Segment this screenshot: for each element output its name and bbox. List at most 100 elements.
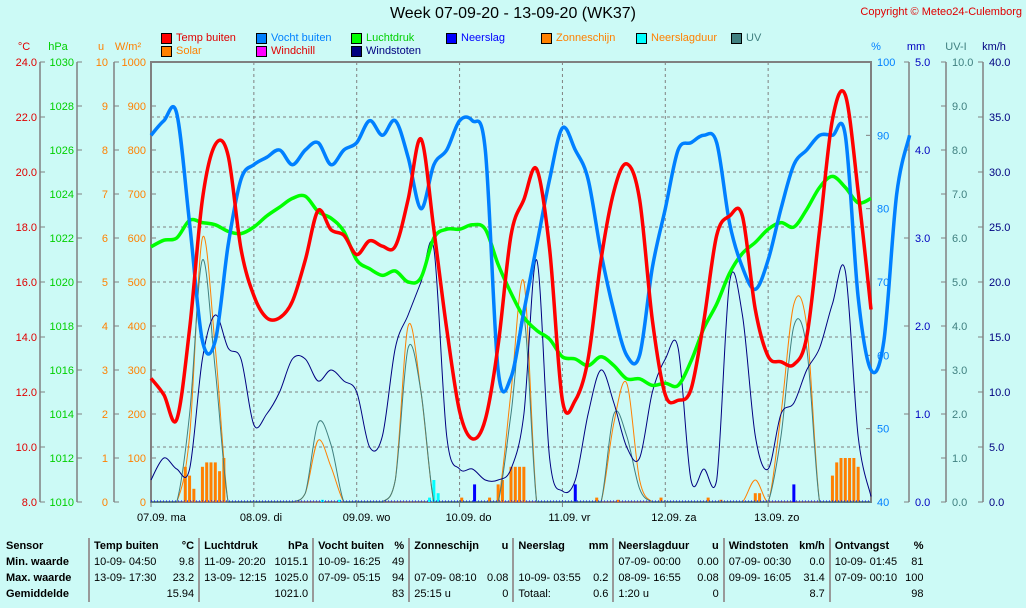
stats-cell-time: 10-09- 03:55 [518,572,581,584]
legend-swatch [161,45,172,57]
axis-tick-label: 6.0 [952,233,967,245]
axis-tick-label: 3 [102,365,108,377]
stats-cell-value [483,554,513,570]
stats-cell-time: 25:15 u [414,588,451,600]
bar-zonneschijn [496,484,500,502]
stats-cell-value: 0.08 [486,572,509,584]
axis-tick-label: 12.0 [16,387,37,399]
bar-zonneschijn [209,462,213,502]
stats-cell-time: 11-09- 20:20 [204,556,266,568]
stats-cell-value: 1015.1 [274,556,309,568]
legend-label: Zonneschijn [556,32,616,44]
axis-tick-label: 9 [102,101,108,113]
legend-swatch [446,32,457,44]
axis-unit-label: u [98,41,104,53]
axis-tick-label: 1030 [50,57,74,69]
bar-neerslagduur [432,480,436,502]
series-line-uv [151,259,871,503]
bar-zonneschijn [460,497,464,502]
legend-label: Windchill [271,45,316,57]
axis-tick-label: 80 [877,204,889,216]
stats-cell-value: 23.2 [172,572,195,584]
bar-zonneschijn [509,466,513,502]
stats-cell-value: 1021.0 [274,588,309,600]
axis-tick-label: 10.0 [952,57,973,69]
stats-cell-value: 0.00 [697,556,719,568]
axis-tick-label: 10 [96,57,108,69]
axis-tick-label: 1.0 [915,409,930,421]
stats-header-label: Sensor [6,540,44,552]
stats-cell-time [90,586,163,602]
legend-swatch [636,32,647,44]
stats-cell-value: 100 [905,572,924,584]
axis-tick-label: 7.0 [952,189,967,201]
stats-cell-value: 94 [391,572,405,584]
axis-tick-label: 0.0 [989,497,1004,509]
axis-tick-label: 5 [102,277,108,289]
stats-header-label: Windstoten [728,540,789,552]
bar-zonneschijn [758,493,762,502]
stats-cell-time [831,586,901,602]
stats-row: Gemiddelde 15.94 1021.0 83 25:15 u 0 Totaal: 0.… [2,586,928,602]
bar-zonneschijn [843,458,847,502]
axis-tick-label: 3.0 [915,233,930,245]
stats-header-label: Vocht buiten [318,540,384,552]
axis-tick-label: 0 [140,497,146,509]
axis-tick-label: 1028 [50,101,74,113]
legend-neerslagduur: Neerslagduur [636,32,717,44]
axis-tick-label: 2 [102,409,108,421]
stats-cell-time: Totaal: [518,588,551,600]
axis-tick-label: 1022 [50,233,74,245]
stats-cell-time [410,554,483,570]
x-tick-label: 09.09. wo [343,512,391,524]
legend-windchill: Windchill [256,45,315,57]
axis-tick-label: 50 [877,424,889,436]
axis-tick-label: 5.0 [952,277,967,289]
stats-cell-value: 0.6 [593,588,609,600]
legend-label: Solar [176,45,202,57]
axis-tick-label: 10.0 [16,442,37,454]
axis-tick-label: 0.0 [915,497,930,509]
stats-row-label: Gemiddelde [6,588,69,600]
axis-tick-label: 40.0 [989,57,1010,69]
legend-luchtdruk: Luchtdruk [351,32,414,44]
stats-row: Max. waarde 13-09- 17:30 23.2 13-09- 12:15 1… [2,570,928,586]
axis-tick-label: 15.0 [989,332,1010,344]
bar-zonneschijn [856,466,860,502]
stats-header-label: Temp buiten [94,540,159,552]
axis-tick-label: 1016 [50,365,74,377]
stats-table: Sensor Temp buiten °C Luchtdruk hPa Vocht bui… [2,538,929,602]
stats-cell-value: 0 [712,588,719,600]
bar-neerslag [573,484,577,502]
stats-cell-time: 10-09- 16:25 [318,556,381,568]
axis-tick-label: 400 [128,321,146,333]
stats-cell-time: 07-09- 05:15 [318,572,381,584]
axis-unit-label: UV-I [945,41,966,53]
stats-cell-value: 0.0 [809,556,825,568]
stats-cell-time: 10-09- 01:45 [834,556,898,568]
axis-unit-label: km/h [982,41,1006,53]
stats-cell-time: 10-09- 04:50 [94,556,157,568]
bar-zonneschijn [192,488,196,502]
legend-zonneschijn: Zonneschijn [541,32,615,44]
axis-tick-label: 700 [128,189,146,201]
x-tick-label: 11.09. vr [548,512,590,524]
axis-unit-label: % [871,41,881,53]
bar-neerslagduur [436,493,440,502]
axis-tick-label: 4.0 [915,145,930,157]
axis-tick-label: 1010 [50,497,74,509]
axis-tick-label: 1012 [50,453,74,465]
stats-cell-time: 07-09- 00:10 [834,572,898,584]
axis-tick-label: 2.0 [952,409,967,421]
stats-cell-value: 98 [911,588,924,600]
bar-zonneschijn [835,462,839,502]
bar-zonneschijn [753,493,757,502]
axis-unit-label: mm [907,41,925,53]
bar-zonneschijn [518,466,522,502]
stats-header-unit: u [501,540,509,552]
legend-swatch [731,32,742,44]
legend-temp-buiten: Temp buiten [161,32,236,44]
bar-neerslagduur [428,497,432,502]
legend-swatch [351,32,362,44]
stats-cell-time: 07-09- 08:10 [414,572,477,584]
